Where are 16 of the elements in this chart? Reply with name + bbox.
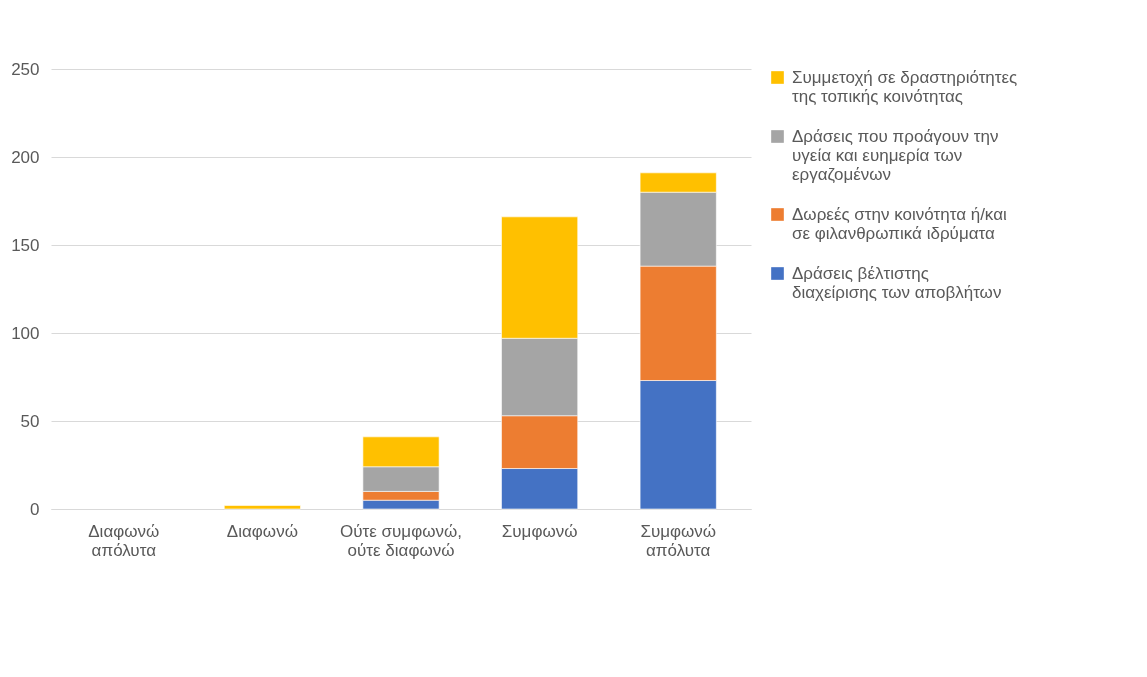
y-tick-label: 150 [11, 235, 40, 255]
y-tick-label: 100 [11, 323, 40, 343]
x-tick-label: Διαφωνώ απόλυτα [88, 521, 160, 560]
legend-label: Συμμετοχή σε δραστηριότητες της τοπικής κοινότητας [792, 67, 1018, 106]
x-tick-label: Ούτε συμφωνώ, ούτε διαφωνώ [340, 521, 462, 560]
legend-label: Δωρεές στην κοινότητα ή/και σε φιλανθρωπικά ιδρύματα [792, 204, 1007, 243]
legend-label: Δράσεις που προάγουν την υγεία και ευημερία των εργαζομένων [792, 126, 999, 184]
y-tick-label: 50 [20, 411, 40, 431]
x-tick-label: Συμφωνώ απόλυτα [640, 521, 717, 560]
x-tick-label: Συμφωνώ [501, 521, 578, 541]
y-tick-label: 0 [30, 499, 40, 519]
y-tick-label: 200 [11, 147, 40, 167]
bar [223, 505, 301, 510]
y-tick-label: 250 [11, 59, 40, 79]
legend-label: Δράσεις βέλτιστης διαχείρισης των αποβλήτων [792, 263, 1002, 302]
x-tick-label: Διαφωνώ [226, 521, 298, 541]
